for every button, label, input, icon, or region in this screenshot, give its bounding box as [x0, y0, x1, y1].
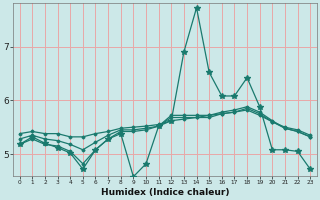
- X-axis label: Humidex (Indice chaleur): Humidex (Indice chaleur): [101, 188, 229, 197]
